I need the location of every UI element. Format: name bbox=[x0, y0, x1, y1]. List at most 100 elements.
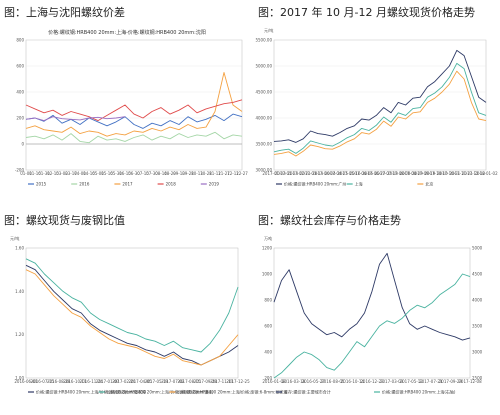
x-tick-label: 2016-12-23 bbox=[360, 379, 384, 384]
x-tick-label: 2017-07-18 bbox=[375, 171, 399, 176]
x-tick-label: 04-01 bbox=[74, 171, 86, 176]
x-tick-label: 2017-01-03 bbox=[262, 171, 286, 176]
y-tick-label: 400 bbox=[264, 350, 272, 355]
y-tick-label: 800 bbox=[264, 298, 272, 303]
x-tick-label: 2017-10-10 bbox=[424, 171, 448, 176]
y-tick-label: -200 bbox=[15, 168, 25, 173]
x-tick-label: 08-14 bbox=[155, 171, 167, 176]
y-right-tick-label: 4500 bbox=[472, 272, 483, 277]
x-tick-label: 03-02 bbox=[56, 171, 68, 176]
x-tick-label: 2017-09-19 bbox=[412, 171, 436, 176]
x-tick-label: 08-29 bbox=[164, 171, 176, 176]
chart-panel-price-spread: 图：上海与沈阳螺纹价差 价格:螺纹钢:HRB400 20mm:上海-价格:螺纹钢… bbox=[0, 0, 250, 207]
x-tick-label: 2017-06-06 bbox=[350, 171, 374, 176]
x-tick-label: 2017-05-12 bbox=[400, 379, 424, 384]
x-tick-label: 2016-08-28 bbox=[47, 379, 71, 384]
y-tick-label: 600 bbox=[16, 64, 24, 69]
x-tick-label: 01-31 bbox=[38, 171, 50, 176]
chart-svg-ratio: 元/吨 1.60 1.40 1.20 1.002016-06-012016-07-15… bbox=[10, 235, 287, 395]
x-tick-label: 01-01 bbox=[20, 171, 32, 176]
legend-entry: 2015 bbox=[36, 182, 47, 187]
series-line bbox=[25, 113, 243, 129]
x-tick-label: 11-12 bbox=[209, 171, 221, 176]
x-tick-label: 04-16 bbox=[83, 171, 95, 176]
y-tick-label: 4500.00 bbox=[255, 90, 272, 95]
x-tick-label: 2017-05-19 bbox=[145, 379, 169, 384]
unit-label: 元/吨 bbox=[264, 27, 273, 33]
chart-svg-price-spread: 价格:螺纹钢:HRB400 20mm:上海-价格:螺纹钢:HRB400 20mm… bbox=[15, 29, 248, 187]
x-tick-label: 2017-09-29 bbox=[439, 379, 463, 384]
y-tick-label: 3000.00 bbox=[255, 168, 272, 173]
chart-svg-price-trend: 元/吨 5500.00 5000.00 4500.00 4000.00 3500.00 3… bbox=[255, 27, 498, 187]
legend-entry: 库存:螺纹钢:主要城市合计 bbox=[284, 389, 331, 395]
x-tick-label: 2017-07-02 bbox=[161, 379, 185, 384]
y-right-tick-label: 5000 bbox=[472, 246, 483, 251]
plot-frame bbox=[25, 247, 239, 379]
chart-title: 图：螺纹现货与废钢比值 bbox=[4, 214, 125, 227]
x-tick-label: 10-13 bbox=[191, 171, 203, 176]
chart-title: 图：螺纹社会库存与价格走势 bbox=[258, 214, 401, 227]
y-tick-label: 5000.00 bbox=[255, 64, 272, 69]
series-line bbox=[273, 273, 471, 379]
y-tick-label: 1.00 bbox=[15, 376, 24, 381]
x-tick-label: 06-15 bbox=[119, 171, 131, 176]
plot-frame bbox=[273, 247, 471, 379]
x-tick-label: 2017-10-31 bbox=[437, 171, 461, 176]
x-tick-label: 2016-07-15 bbox=[31, 379, 55, 384]
x-tick-label: 2016-06-01 bbox=[14, 379, 38, 384]
x-tick-label: 2017-11-11 bbox=[210, 379, 234, 384]
x-tick-label: 2017-02-21 bbox=[287, 171, 311, 176]
plot-frame bbox=[273, 39, 487, 171]
legend-entry: 价格:螺纹钢:HRB400 20mm:上海/价格:废钢:6-8mm:张家港 bbox=[177, 389, 287, 395]
series-line bbox=[25, 258, 239, 353]
legend-entry: 2019 bbox=[209, 182, 220, 187]
series-line bbox=[25, 72, 243, 137]
y-tick-label: 400 bbox=[16, 90, 24, 95]
x-tick-label: 2017-08-08 bbox=[387, 171, 411, 176]
series-line bbox=[25, 269, 239, 366]
x-tick-label: 2017-01-24 bbox=[275, 171, 299, 176]
x-tick-label: 09-13 bbox=[173, 171, 185, 176]
x-tick-label: 05-31 bbox=[110, 171, 122, 176]
unit-label: 万吨 bbox=[264, 235, 272, 241]
chart-title: 图：2017 年 10 月-12 月螺纹现货价格走势 bbox=[258, 6, 475, 19]
series-line bbox=[273, 252, 471, 341]
x-tick-label: 2017-04-04 bbox=[312, 171, 336, 176]
unit-label: 元/吨 bbox=[10, 235, 19, 241]
y-tick-label: 5500.00 bbox=[255, 38, 272, 43]
legend-entry: 价格:螺纹钢:HRB400 20mm:上海/价格:废钢:6-8mm:唐山 bbox=[107, 389, 213, 395]
chart-panel-inventory: 图：螺纹社会库存与价格走势 万吨 1200 1000 800 600 400 200 500… bbox=[250, 208, 500, 415]
x-tick-label: 2017-08-29 bbox=[400, 171, 424, 176]
y-tick-label: 800 bbox=[16, 38, 24, 43]
legend-entry: 2016 bbox=[79, 182, 90, 187]
y-tick-label: 1.40 bbox=[15, 289, 24, 294]
y-tick-label: 1000 bbox=[262, 272, 273, 277]
y-right-tick-label: 4000 bbox=[472, 298, 483, 303]
x-tick-label: 2017-08-15 bbox=[177, 379, 201, 384]
legend-entry: 价格:螺纹钢:HRB400 20mm:上海(右轴) bbox=[382, 389, 456, 395]
x-tick-label: 2016-11-24 bbox=[80, 379, 104, 384]
x-tick-label: 2017-11-21 bbox=[449, 171, 473, 176]
x-tick-label: 2016-05-27 bbox=[302, 379, 326, 384]
series-line bbox=[273, 62, 487, 154]
x-tick-label: 2016-01-08 bbox=[262, 379, 286, 384]
y-tick-label: 200 bbox=[264, 376, 272, 381]
chart-panel-ratio: 图：螺纹现货与废钢比值 元/吨 1.60 1.40 1.20 1.00 2016-06-… bbox=[0, 208, 287, 415]
legend-entry: 价格:螺纹钢:HRB400 20mm:广州 bbox=[284, 181, 346, 187]
series-line bbox=[25, 99, 243, 122]
x-tick-label: 2016-08-05 bbox=[321, 379, 345, 384]
x-tick-label: 2017-12-12 bbox=[462, 171, 486, 176]
x-tick-label: 05-01 bbox=[92, 171, 104, 176]
legend-entry: 2018 bbox=[166, 182, 177, 187]
x-tick-label: 2017-12-08 bbox=[458, 379, 482, 384]
series-line bbox=[25, 116, 126, 122]
x-tick-label: 2016-10-11 bbox=[63, 379, 87, 384]
x-tick-label: 2017-04-05 bbox=[129, 379, 153, 384]
chart-title: 图：上海与沈阳螺纹价差 bbox=[4, 6, 125, 19]
y-tick-label: 0 bbox=[21, 142, 24, 147]
y-tick-label: 1.60 bbox=[15, 246, 24, 251]
x-tick-label: 2017-07-21 bbox=[419, 379, 443, 384]
legend-entry: 北京 bbox=[425, 181, 433, 187]
y-tick-label: 200 bbox=[16, 116, 24, 121]
series-line bbox=[25, 264, 239, 366]
